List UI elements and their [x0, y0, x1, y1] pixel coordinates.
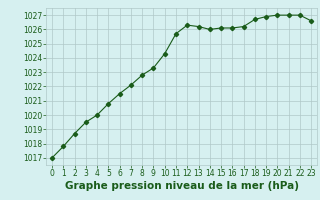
X-axis label: Graphe pression niveau de la mer (hPa): Graphe pression niveau de la mer (hPa): [65, 181, 299, 191]
